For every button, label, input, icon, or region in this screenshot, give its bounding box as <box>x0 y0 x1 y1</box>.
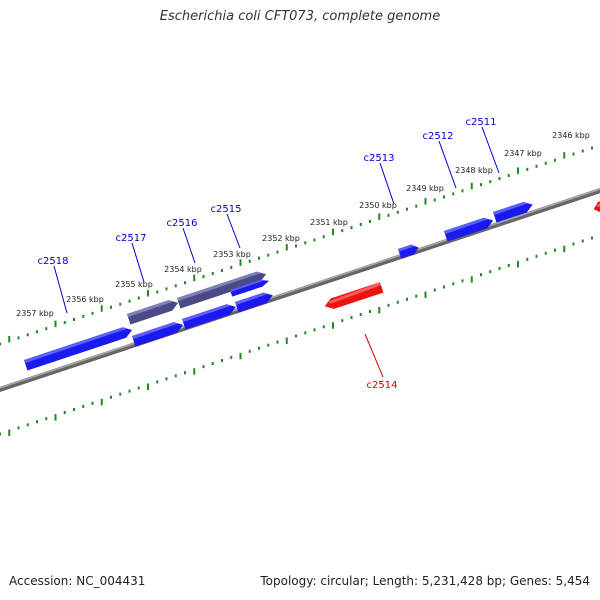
kbp-label: 2348 kbp <box>455 166 493 175</box>
kbp-label: 2356 kbp <box>66 295 104 304</box>
gene-label-c2516[interactable]: c2516 <box>167 218 198 229</box>
gene-c2512[interactable] <box>444 217 494 242</box>
genome-backbone <box>0 188 600 392</box>
gene-leader-line <box>364 333 384 378</box>
gene-label-c2511[interactable]: c2511 <box>466 117 497 128</box>
kbp-label: 2354 kbp <box>164 265 202 274</box>
gene-c2515[interactable] <box>235 292 273 313</box>
kbp-label: 2355 kbp <box>115 280 153 289</box>
gene-leader-line <box>131 242 145 283</box>
feature-band-a[interactable] <box>127 300 179 325</box>
gene-c2514[interactable] <box>324 282 384 309</box>
gene-leader-line <box>226 213 241 249</box>
gene-label-c2512[interactable]: c2512 <box>423 131 454 142</box>
kbp-label: 2349 kbp <box>406 184 444 193</box>
gene-leader-line <box>379 162 395 205</box>
gene-leader-line <box>53 265 68 314</box>
gene-c2513[interactable] <box>398 244 419 259</box>
genome-title: Escherichia coli CFT073, complete genome <box>159 9 441 24</box>
gene-leader-line <box>481 126 500 174</box>
kbp-label: 2352 kbp <box>262 234 300 243</box>
gene-c2517[interactable] <box>132 322 184 347</box>
gene-label-c2514[interactable]: c2514 <box>367 380 398 391</box>
kbp-label: 2357 kbp <box>16 309 54 318</box>
lower-tick-track <box>0 236 593 436</box>
topology-text: Topology: circular; Length: 5,231,428 bp… <box>260 574 590 588</box>
kbp-label: 2350 kbp <box>359 201 397 210</box>
accession-text: Accession: NC_004431 <box>9 574 146 588</box>
kbp-label: 2347 kbp <box>504 149 542 158</box>
gene-c2516[interactable] <box>182 304 236 330</box>
kbp-label: 2353 kbp <box>213 250 251 259</box>
gene-small[interactable] <box>230 279 270 297</box>
gene-leader-line <box>182 227 196 264</box>
gene-c2518[interactable] <box>24 327 133 371</box>
upper-tick-track <box>0 146 593 346</box>
gene-label-c2517[interactable]: c2517 <box>116 233 147 244</box>
kbp-label: 2346 kbp <box>552 131 590 140</box>
gene-c2511[interactable] <box>493 201 533 223</box>
gene-leader-line <box>438 140 457 189</box>
feature-band-b[interactable] <box>177 271 267 309</box>
gene-label-c2515[interactable]: c2515 <box>211 204 242 215</box>
kbp-label: 2351 kbp <box>310 218 348 227</box>
gene-partial[interactable] <box>593 198 600 213</box>
gene-label-c2513[interactable]: c2513 <box>364 153 395 164</box>
gene-label-c2518[interactable]: c2518 <box>38 256 69 267</box>
